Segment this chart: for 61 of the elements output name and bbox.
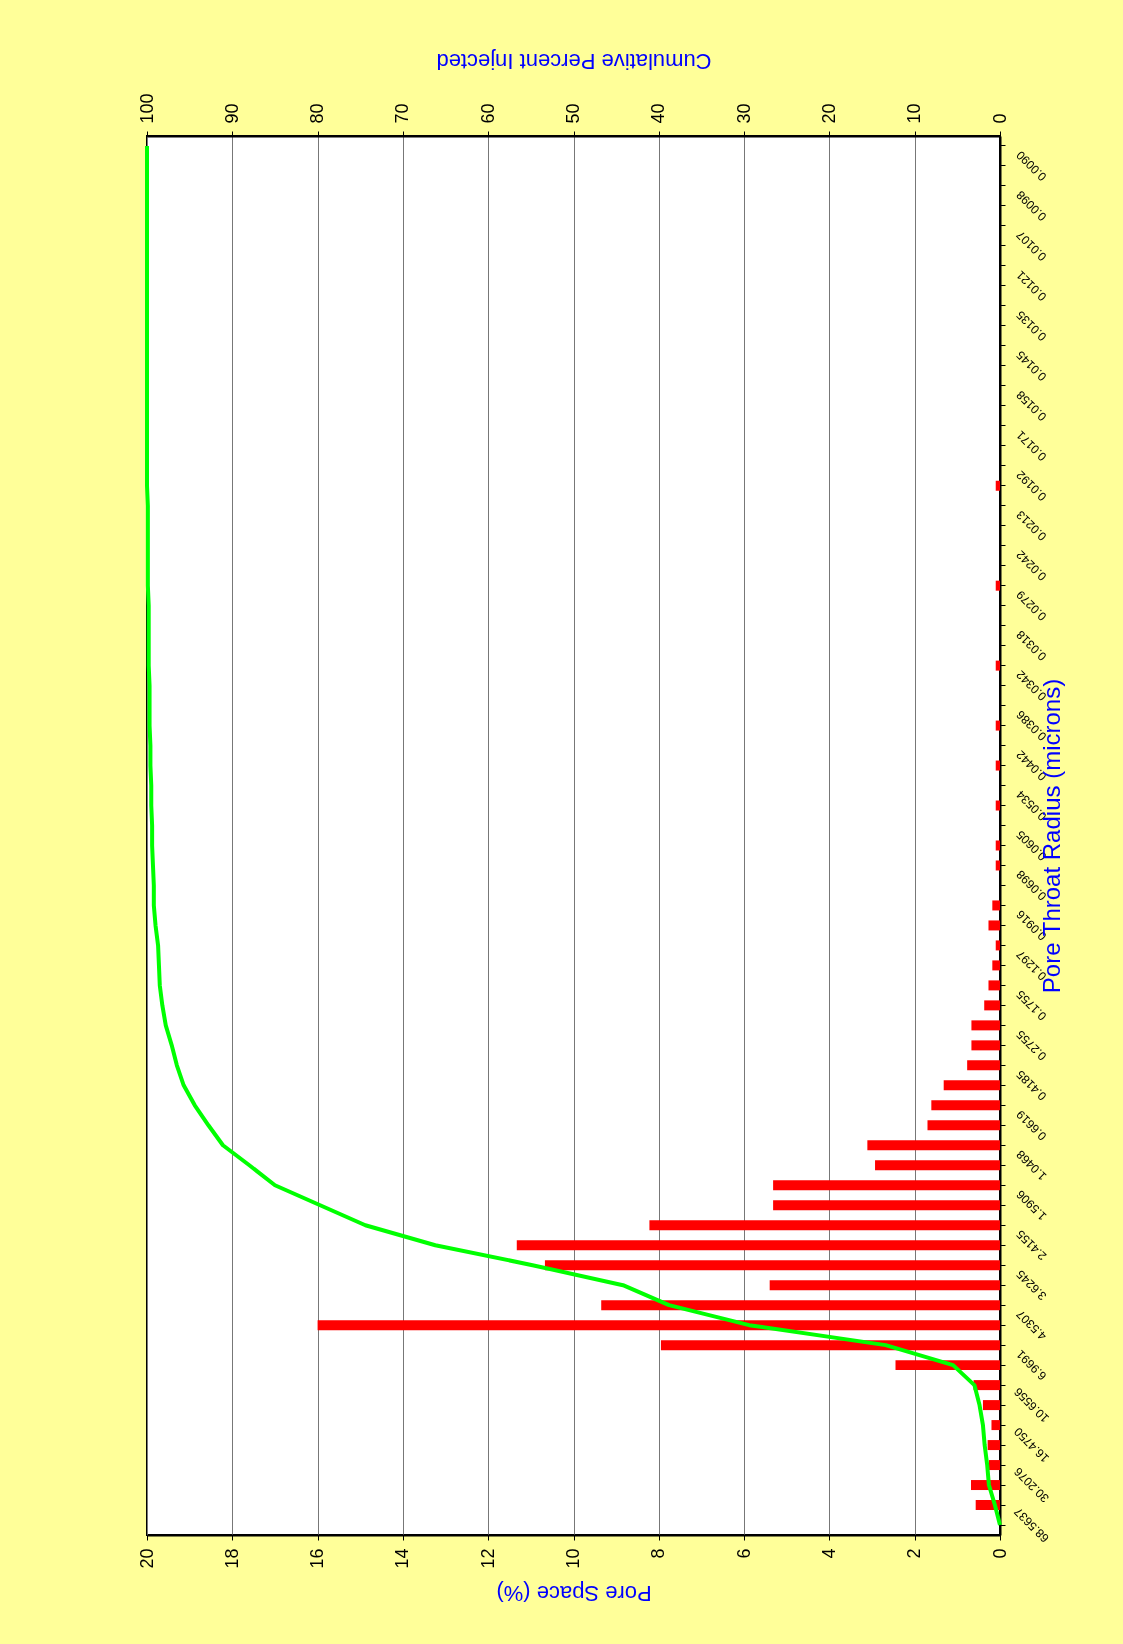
x-tick-label: 14 xyxy=(392,1548,413,1569)
bar xyxy=(995,840,1000,851)
bar xyxy=(660,1340,1000,1351)
bar xyxy=(967,1060,1000,1071)
bar xyxy=(601,1300,1000,1311)
x2-tick-label: 50 xyxy=(563,103,583,124)
bar xyxy=(971,1040,1000,1051)
bar xyxy=(992,900,1000,911)
x-tick-label: 18 xyxy=(221,1548,242,1569)
x-tick-label: 0 xyxy=(989,1548,1010,1559)
bar xyxy=(895,1360,1000,1371)
bar xyxy=(995,760,1000,771)
bar xyxy=(773,1180,1000,1191)
x2-tick-label: 30 xyxy=(733,103,754,124)
x2-tick-label: 40 xyxy=(648,103,669,124)
bar xyxy=(988,920,1000,931)
bar xyxy=(995,580,1000,591)
bar xyxy=(973,1380,1000,1391)
bar xyxy=(943,1080,1000,1091)
bar xyxy=(971,1020,1000,1031)
bar xyxy=(931,1100,1000,1111)
bar xyxy=(982,1400,1000,1411)
bar xyxy=(988,980,1000,991)
bar xyxy=(649,1220,1000,1231)
x-tick-label: 12 xyxy=(477,1548,498,1569)
x-tick-label: 6 xyxy=(733,1548,754,1559)
bar xyxy=(995,660,1000,671)
x2-tick-label: 10 xyxy=(904,103,925,124)
x2-tick-label: 70 xyxy=(392,103,413,124)
x-tick-label: 10 xyxy=(563,1548,583,1569)
x-tick-label: 20 xyxy=(136,1548,157,1569)
bar xyxy=(992,960,1000,971)
bar xyxy=(995,940,1000,951)
bar xyxy=(987,1440,1000,1451)
x2-axis-title: Cumulative Percent Injected xyxy=(436,49,712,75)
x-axis-title: Pore Space (%) xyxy=(496,1580,652,1606)
x-tick-label: 4 xyxy=(818,1548,839,1559)
x-tick-label: 16 xyxy=(307,1548,328,1569)
bar xyxy=(995,720,1000,731)
bar xyxy=(769,1280,1000,1291)
bar xyxy=(516,1240,1000,1251)
bar xyxy=(927,1120,1000,1131)
bar xyxy=(875,1160,1000,1171)
x2-tick-label: 20 xyxy=(818,103,839,124)
bar xyxy=(544,1260,1000,1271)
x2-tick-label: 80 xyxy=(307,103,328,124)
bar xyxy=(991,1420,1000,1431)
x2-tick-label: 60 xyxy=(477,103,498,124)
bar xyxy=(995,860,1000,871)
bar xyxy=(984,1000,1000,1011)
x2-tick-label: 90 xyxy=(221,103,242,124)
bar xyxy=(773,1200,1000,1211)
bar xyxy=(867,1140,1000,1151)
bar xyxy=(317,1320,1000,1331)
bar xyxy=(995,800,1000,811)
bar xyxy=(995,480,1000,491)
x-tick-label: 8 xyxy=(648,1548,669,1559)
x2-tick-label: 100 xyxy=(136,93,157,124)
x2-tick-label: 0 xyxy=(989,113,1010,124)
x-tick-label: 2 xyxy=(904,1548,925,1559)
bar xyxy=(988,1460,1000,1471)
